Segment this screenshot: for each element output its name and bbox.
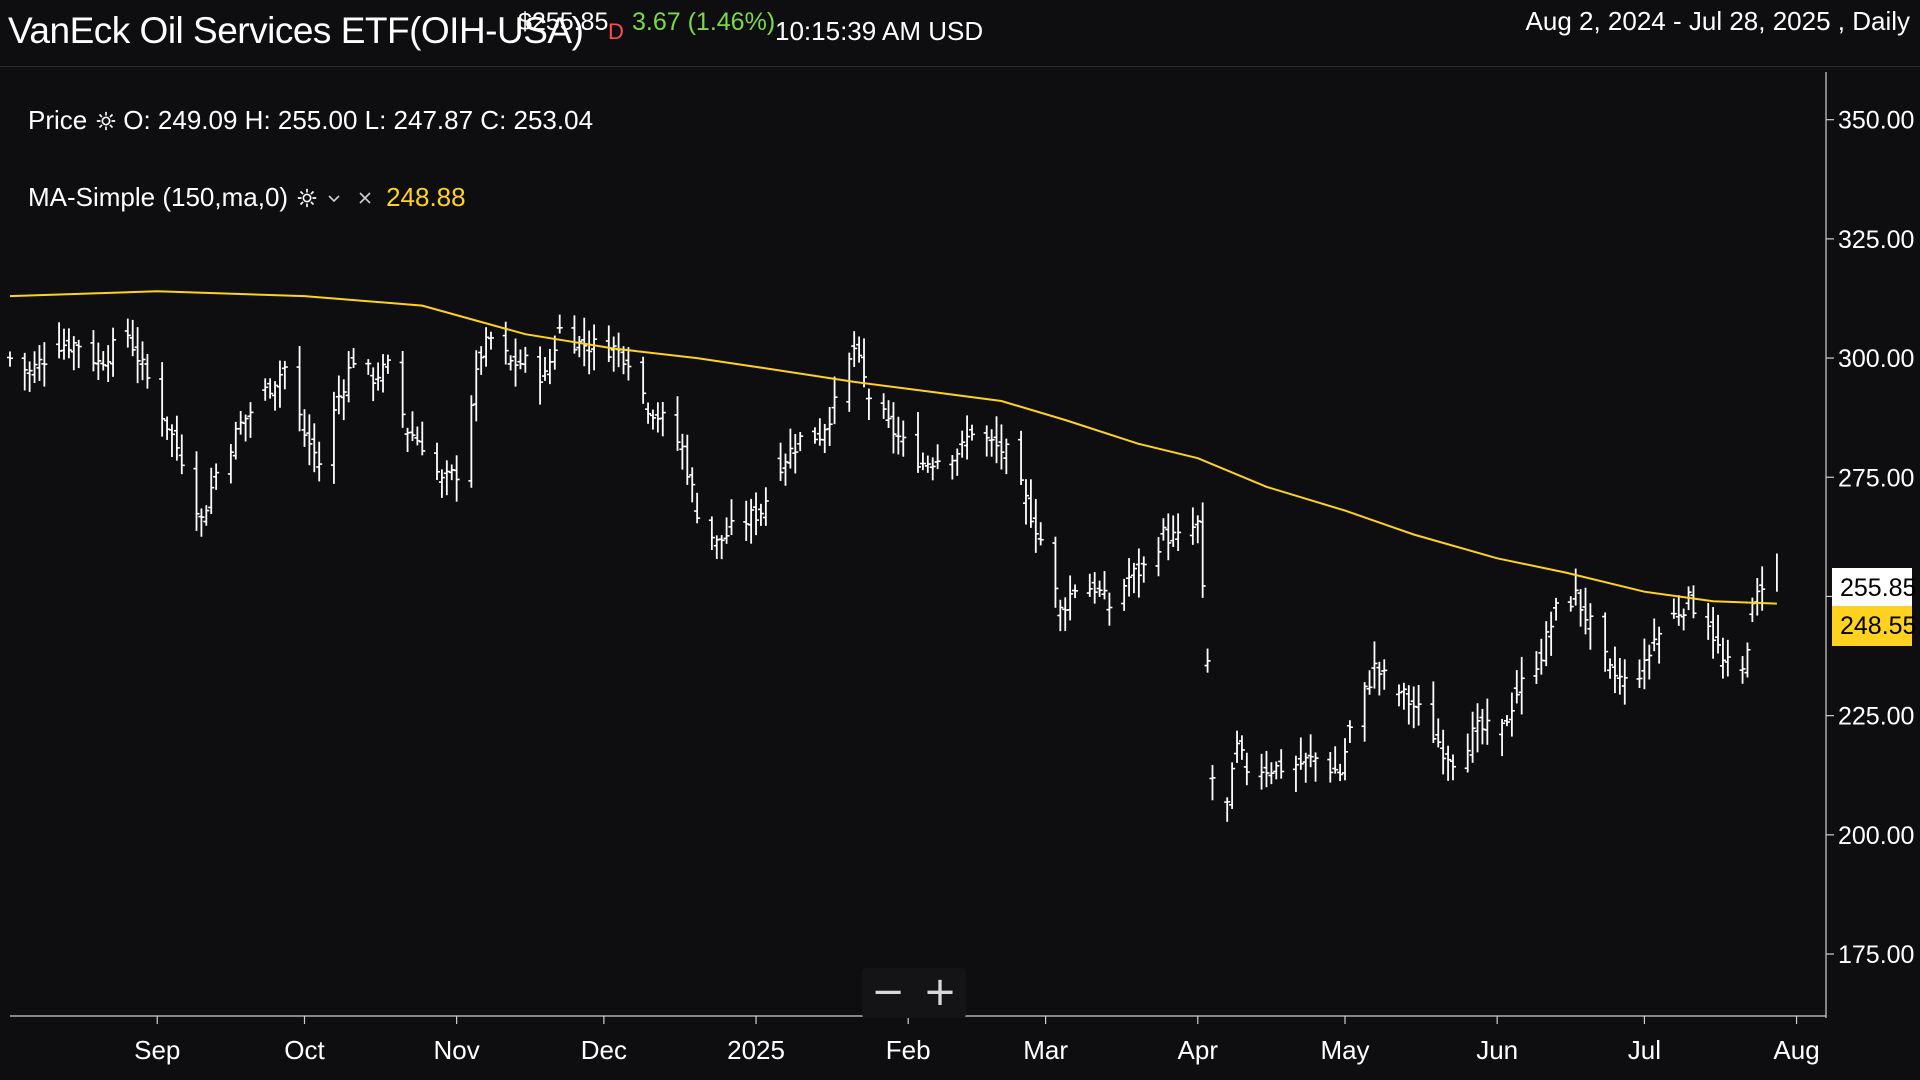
x-tick-label: Aug: [1773, 1035, 1819, 1065]
y-tick-label: 325.00: [1838, 226, 1914, 254]
price-bars: [7, 314, 1778, 822]
axes: [10, 72, 1827, 1018]
y-tick-label: 275.00: [1838, 464, 1914, 492]
x-tick-label: Dec: [581, 1035, 627, 1065]
quote-time: 10:15:39 AM USD: [775, 16, 984, 46]
close-icon[interactable]: [358, 191, 372, 205]
x-tick-label: Sep: [134, 1035, 180, 1065]
x-tick-label: Jul: [1628, 1035, 1661, 1065]
y-tick-label: 225.00: [1838, 703, 1914, 731]
ma-legend-label: MA-Simple (150,ma,0): [28, 182, 289, 212]
x-tick-label: Oct: [284, 1035, 325, 1065]
chevron-down-icon[interactable]: [326, 190, 342, 206]
x-tick-label: May: [1320, 1035, 1369, 1065]
x-axis-ticks: Sep Oct Nov Dec 2025 Feb Mar Apr May Jun Jul Aug: [134, 1016, 1820, 1065]
price-legend: Price O: 249.09 H: 255.00 L: 247.87 C: 2…: [28, 105, 593, 136]
y-tick-label: 175.00: [1838, 941, 1914, 969]
zoom-out-button[interactable]: −: [871, 969, 905, 1015]
x-tick-label: 2025: [727, 1035, 785, 1065]
zoom-controls: − +: [862, 968, 966, 1018]
ma-legend: MA-Simple (150,ma,0) 248.88: [28, 182, 466, 213]
y-tick-label: 350.00: [1838, 107, 1914, 135]
x-tick-label: Jun: [1476, 1035, 1518, 1065]
price-change: 3.67 (1.46%): [632, 8, 776, 36]
y-tick-label: 200.00: [1838, 822, 1914, 850]
last-price-tag: 255.85: [1832, 568, 1916, 608]
x-tick-label: Apr: [1178, 1035, 1219, 1065]
y-tick-label: 300.00: [1838, 345, 1914, 373]
gear-icon[interactable]: [296, 187, 318, 209]
chart-header: VanEck Oil Services ETF(OIH-USA) $255.85…: [0, 0, 1920, 67]
ohlc-values: O: 249.09 H: 255.00 L: 247.87 C: 253.04: [123, 105, 594, 135]
instrument-title: VanEck Oil Services ETF(OIH-USA): [8, 10, 584, 51]
price-legend-label: Price: [28, 105, 88, 135]
y-axis-ticks: 350.00 325.00 300.00 275.00 225.00 200.00 175.…: [1826, 107, 1914, 969]
date-range[interactable]: Aug 2, 2024 - Jul 28, 2025 , Daily: [1525, 6, 1910, 36]
moving-average-line: [9, 290, 1777, 605]
gear-icon[interactable]: [95, 110, 117, 132]
last-price: $255.85: [518, 8, 609, 36]
zoom-in-button[interactable]: +: [923, 969, 957, 1015]
x-tick-label: Feb: [886, 1035, 931, 1065]
ma-value-tag: 248.55: [1832, 606, 1916, 646]
x-tick-label: Mar: [1023, 1035, 1068, 1065]
x-tick-label: Nov: [434, 1035, 480, 1065]
ma-legend-value: 248.88: [386, 182, 466, 212]
delayed-flag: D: [608, 19, 624, 44]
